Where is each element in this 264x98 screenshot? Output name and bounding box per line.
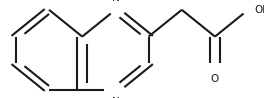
Text: N: N (111, 0, 119, 3)
Text: N: N (111, 97, 119, 98)
Text: O: O (211, 74, 219, 84)
Text: OH: OH (254, 5, 264, 15)
